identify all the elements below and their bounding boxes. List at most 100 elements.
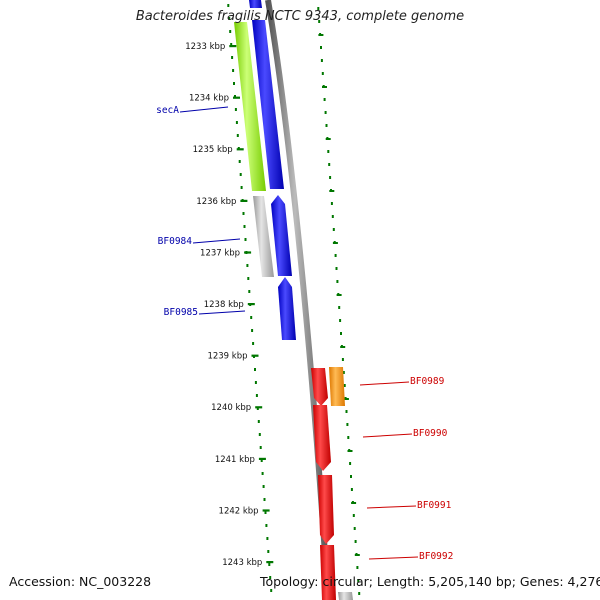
ring-dot (347, 436, 350, 439)
ring-dot (338, 306, 341, 309)
ring-dot (268, 563, 271, 566)
ring-major-tick (332, 242, 338, 244)
cds-red-3 (318, 475, 334, 544)
scale-tick-mark (236, 148, 244, 151)
ring-dot (247, 277, 250, 280)
gene-label-leader (368, 556, 419, 560)
ring-dot (229, 30, 232, 33)
ring-dot (258, 433, 261, 436)
ring-dot (234, 95, 236, 98)
scale-tick-label: 1241 kbp (215, 455, 255, 465)
scale-tick-label: 1235 kbp (193, 145, 233, 155)
gene-feature-grey (253, 196, 274, 277)
ring-dot (239, 173, 242, 176)
ring-dot (246, 264, 249, 267)
scale-tick-label: 1243 kbp (222, 558, 262, 568)
ring-dot (318, 20, 321, 23)
ring-dot (270, 589, 273, 592)
ring-dot (266, 537, 269, 540)
ring-dot (238, 160, 241, 163)
ring-dot (227, 4, 230, 7)
accession-text: Accession: NC_003228 (9, 574, 152, 589)
ring-dot (330, 202, 333, 205)
scale-tick-label: 1234 kbp (189, 94, 229, 104)
gene-labels: secA BF0984 BF0985 BF0989 BF0990 BF0991 BF0992 (156, 105, 453, 562)
ring-dot (244, 238, 247, 241)
ring-dot (261, 472, 264, 475)
ring-dot (255, 394, 258, 397)
ring-dot (254, 381, 257, 384)
ring-dot (236, 134, 239, 137)
scale-tick-mark (258, 457, 266, 460)
ring-dot (327, 150, 330, 153)
ring-major-tick (336, 294, 342, 296)
gene-label: BF0989 (410, 376, 445, 387)
gene-label: BF0990 (413, 428, 448, 439)
cds-blue-3 (278, 277, 296, 340)
ring-dot (232, 69, 235, 72)
ring-dot (349, 462, 352, 465)
ring-dot (257, 420, 260, 423)
ring-dot (240, 186, 243, 189)
scale-ticks: 1233 kbp 1234 kbp 1235 kbp 1236 kbp 1237 kbp… (185, 42, 274, 568)
gene-label: secA (156, 105, 179, 116)
gene-label-leader (366, 505, 417, 509)
gene-label-leader (179, 106, 229, 113)
scale-tick-label: 1238 kbp (204, 300, 244, 310)
ring-dot (317, 7, 320, 10)
ring-dot (352, 514, 355, 517)
ring-dot (323, 98, 326, 101)
ring-dot (231, 56, 234, 59)
scale-tick-label: 1237 kbp (200, 248, 240, 258)
gene-feature-green (234, 22, 266, 191)
scale-tick-mark (240, 199, 248, 202)
gene-feature-grey-bottom (338, 592, 353, 600)
ring-dot (354, 540, 357, 543)
map-title: Bacteroides fragilis NCTC 9343, complete… (135, 9, 465, 24)
scale-tick-label: 1240 kbp (211, 403, 251, 413)
ring-dot (331, 215, 334, 218)
ring-dot (353, 527, 356, 530)
cds-orange (329, 367, 345, 406)
scale-tick-label: 1242 kbp (219, 506, 259, 516)
gene-label: BF0991 (417, 500, 452, 511)
ring-dot (332, 228, 335, 231)
ring-dot (358, 592, 361, 595)
ring-dot (248, 290, 251, 293)
ring-dot (350, 488, 353, 491)
ring-major-tick (318, 34, 324, 36)
ring-dot (321, 72, 324, 75)
scale-tick-label: 1233 kbp (185, 42, 225, 52)
ring-dot (269, 576, 272, 579)
ring-dot (339, 319, 342, 322)
ring-dot (260, 459, 263, 462)
scale-tick-mark (247, 303, 255, 306)
ring-dot (267, 550, 270, 553)
gene-label-leader (362, 433, 413, 438)
gene-label-leader (192, 238, 241, 244)
scale-tick-mark (266, 561, 274, 564)
ring-dot (335, 267, 338, 270)
ring-dot (254, 368, 256, 371)
scale-tick-mark (244, 251, 252, 254)
ring-dot (325, 124, 328, 127)
ring-major-tick (354, 554, 360, 556)
dotted-ring-outer (317, 7, 361, 595)
ring-dot (233, 82, 235, 85)
ring-dot (252, 342, 255, 345)
ring-dot (256, 407, 259, 410)
ring-dot (250, 316, 253, 319)
gene-label: BF0992 (419, 551, 453, 562)
ring-major-tick (343, 398, 349, 400)
ring-dot (346, 423, 349, 426)
scale-tick-mark (233, 96, 240, 99)
ring-dot (342, 371, 345, 374)
ring-dot (329, 176, 332, 179)
genome-summary-text: Topology: circular; Length: 5,205,140 bp… (260, 574, 600, 589)
ring-dot (320, 46, 322, 49)
ring-dot (350, 475, 352, 478)
ring-dot (357, 579, 360, 582)
ring-dot (340, 332, 342, 335)
ring-major-tick (325, 138, 331, 140)
gene-label: BF0984 (158, 236, 193, 247)
